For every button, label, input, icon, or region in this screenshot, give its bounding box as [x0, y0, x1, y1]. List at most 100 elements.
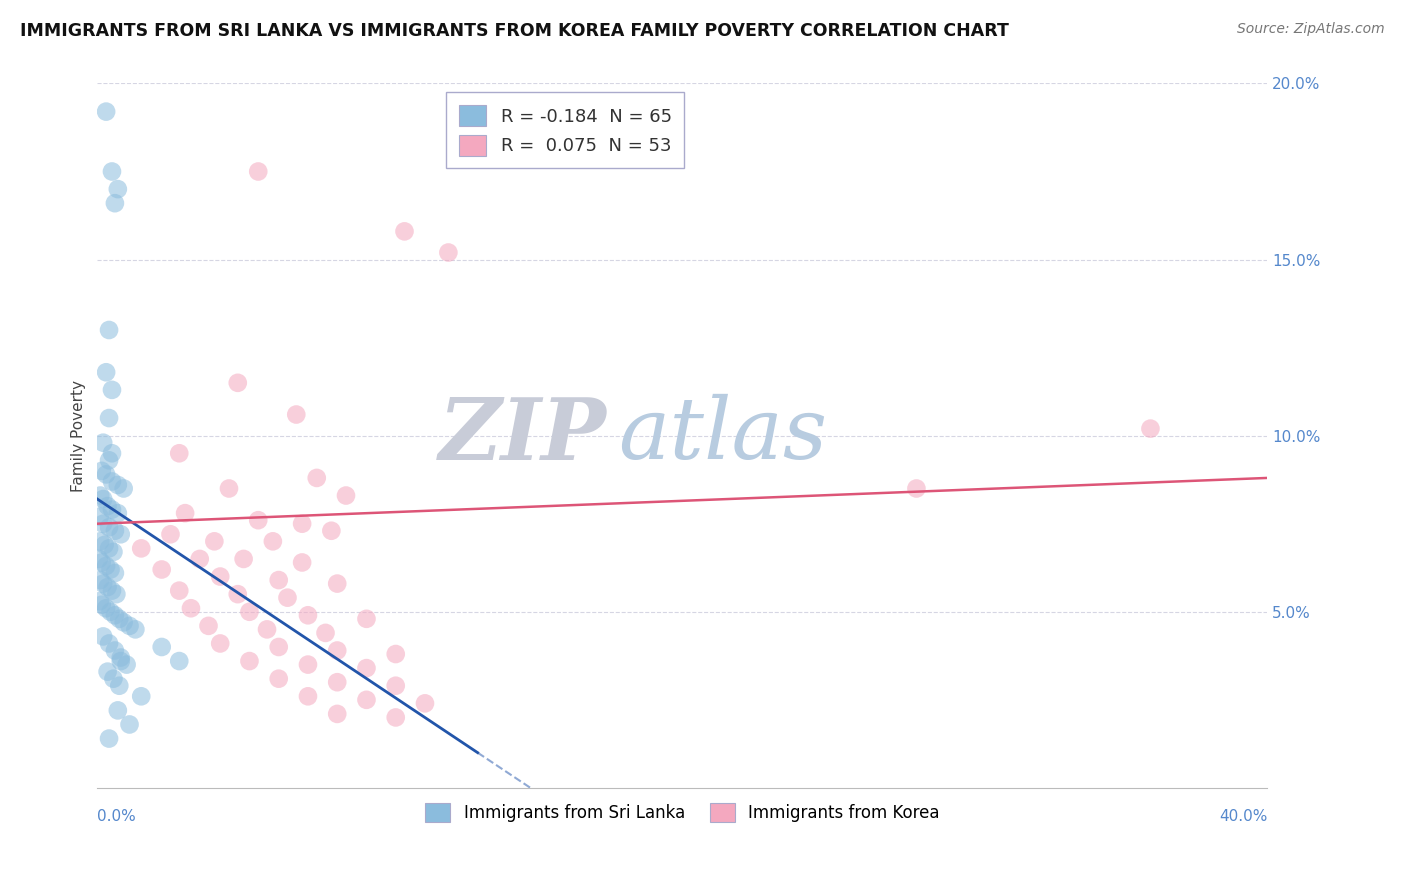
Point [124, 623, 146, 637]
Point [326, 576, 349, 591]
Point [321, 524, 343, 538]
Point [94, 559, 117, 574]
Point [335, 489, 357, 503]
Point [101, 502, 124, 516]
Point [297, 657, 319, 672]
Point [89, 573, 111, 587]
Text: atlas: atlas [619, 394, 827, 477]
Point [104, 643, 127, 657]
Point [94, 104, 117, 119]
Point [315, 626, 337, 640]
Point [101, 164, 124, 178]
Point [297, 608, 319, 623]
Point [326, 706, 349, 721]
Point [107, 703, 129, 717]
Point [89, 534, 111, 549]
Point [104, 566, 127, 580]
Point [97, 665, 120, 679]
Point [129, 541, 152, 556]
Point [100, 562, 122, 576]
Point [87, 552, 110, 566]
Point [326, 643, 349, 657]
Point [93, 538, 115, 552]
Point [98, 541, 121, 556]
Point [356, 661, 378, 675]
Point [267, 672, 290, 686]
Text: 0.0%: 0.0% [97, 809, 136, 824]
Point [98, 453, 121, 467]
Point [103, 545, 125, 559]
Point [276, 591, 298, 605]
Point [112, 482, 135, 496]
Point [100, 605, 122, 619]
Point [174, 506, 197, 520]
Point [89, 509, 111, 524]
Point [291, 516, 314, 531]
Point [118, 717, 141, 731]
Point [97, 499, 120, 513]
Point [98, 636, 121, 650]
Point [101, 446, 124, 460]
Point [256, 623, 278, 637]
Point [98, 520, 121, 534]
Point [167, 446, 190, 460]
Point [232, 552, 254, 566]
Point [98, 323, 121, 337]
Point [356, 612, 378, 626]
Point [98, 411, 121, 425]
Point [180, 601, 202, 615]
Legend: R = -0.184  N = 65, R =  0.075  N = 53: R = -0.184 N = 65, R = 0.075 N = 53 [447, 93, 685, 169]
Point [91, 629, 114, 643]
Point [267, 640, 290, 654]
Point [413, 697, 436, 711]
Point [101, 475, 124, 489]
Point [437, 245, 460, 260]
Point [167, 654, 190, 668]
Point [197, 619, 219, 633]
Point [1139, 422, 1161, 436]
Point [103, 672, 125, 686]
Point [105, 587, 128, 601]
Point [384, 647, 406, 661]
Point [209, 569, 232, 583]
Point [267, 573, 290, 587]
Point [188, 552, 211, 566]
Point [262, 534, 284, 549]
Point [356, 693, 378, 707]
Text: Source: ZipAtlas.com: Source: ZipAtlas.com [1237, 22, 1385, 37]
Text: 40.0%: 40.0% [1219, 809, 1267, 824]
Point [115, 657, 138, 672]
Point [91, 516, 114, 531]
Point [94, 467, 117, 482]
Point [104, 608, 127, 623]
Point [104, 524, 127, 538]
Point [97, 580, 120, 594]
Point [107, 478, 129, 492]
Point [394, 224, 416, 238]
Point [101, 583, 124, 598]
Text: IMMIGRANTS FROM SRI LANKA VS IMMIGRANTS FROM KOREA FAMILY POVERTY CORRELATION CH: IMMIGRANTS FROM SRI LANKA VS IMMIGRANTS … [20, 22, 1008, 40]
Point [218, 482, 240, 496]
Text: ZIP: ZIP [439, 394, 606, 477]
Point [202, 534, 225, 549]
Point [90, 464, 112, 478]
Point [112, 615, 135, 630]
Y-axis label: Family Poverty: Family Poverty [72, 380, 86, 491]
Point [110, 654, 132, 668]
Point [91, 576, 114, 591]
Point [326, 675, 349, 690]
Point [110, 527, 132, 541]
Point [291, 556, 314, 570]
Point [297, 690, 319, 704]
Point [91, 435, 114, 450]
Point [209, 636, 232, 650]
Point [90, 556, 112, 570]
Point [150, 640, 173, 654]
Point [150, 562, 173, 576]
Point [247, 513, 270, 527]
Point [238, 654, 260, 668]
Point [159, 527, 181, 541]
Point [89, 489, 111, 503]
Point [285, 408, 308, 422]
Point [89, 594, 111, 608]
